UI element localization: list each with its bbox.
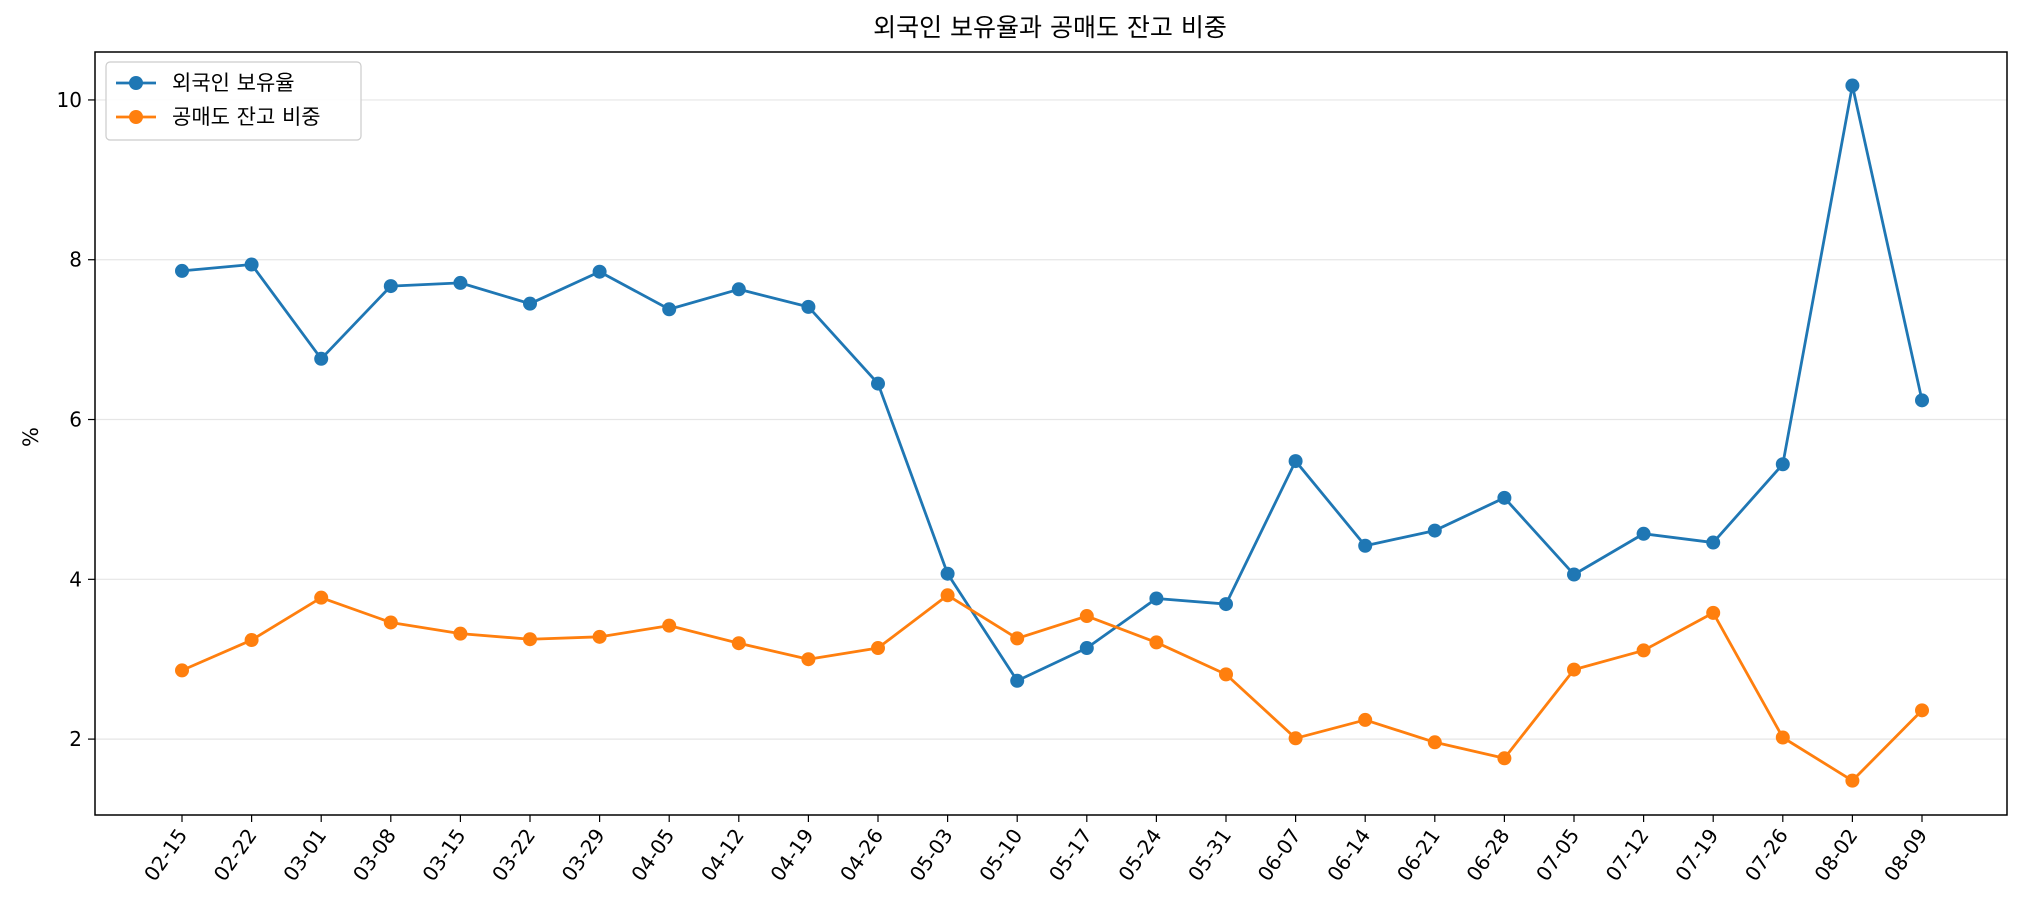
legend-box (105, 61, 362, 141)
data-point (453, 626, 468, 641)
data-point (1706, 535, 1721, 550)
data-point (523, 632, 537, 647)
data-point (175, 663, 189, 678)
data-point (1775, 730, 1790, 745)
legend-label: 공매도 잔고 비중 (172, 105, 321, 129)
data-point (801, 299, 816, 314)
data-point (1149, 591, 1164, 606)
data-point (871, 641, 885, 656)
legend-swatch-marker (129, 76, 143, 90)
data-point (940, 566, 955, 581)
data-point (1497, 751, 1512, 766)
data-point (1775, 457, 1790, 472)
data-point (592, 629, 607, 644)
data-point (1567, 662, 1581, 677)
y-tick-label: 4 (69, 567, 82, 591)
data-point (1845, 773, 1860, 788)
y-tick-label: 10 (57, 88, 82, 112)
y-axis: 2 4 6 8 10 (57, 88, 95, 751)
series-group (175, 78, 1929, 788)
data-point (1706, 605, 1721, 620)
data-point (1219, 597, 1233, 612)
data-point (1149, 635, 1164, 650)
data-point (1636, 526, 1651, 541)
data-point (1010, 673, 1025, 688)
data-point (662, 302, 677, 317)
y-tick-label: 8 (69, 248, 82, 272)
data-point (1288, 454, 1303, 469)
data-point (1010, 631, 1025, 646)
legend-label: 외국인 보유율 (172, 71, 295, 95)
data-point (1358, 538, 1373, 553)
chart-title: 외국인 보유율과 공매도 잔고 비중 (873, 13, 1227, 42)
series-1 (175, 78, 1929, 688)
data-point (1219, 667, 1233, 682)
plot-frame (94, 51, 2008, 816)
series-2 (175, 588, 1929, 788)
data-point (1915, 703, 1929, 718)
data-point (592, 264, 607, 279)
data-point (662, 618, 677, 633)
y-axis-label: % (19, 427, 43, 447)
data-point (1567, 567, 1581, 582)
legend-swatch-marker (129, 110, 143, 124)
series-line (181, 593, 1923, 783)
data-point (453, 275, 468, 290)
data-point (1845, 78, 1860, 93)
data-point (731, 282, 746, 297)
data-point (1427, 735, 1442, 750)
data-point (1915, 393, 1929, 408)
y-tick-label: 2 (69, 727, 82, 751)
legend-item: 외국인 보유율 (116, 71, 295, 95)
data-point (801, 652, 816, 667)
data-point (1079, 641, 1094, 656)
data-point (175, 263, 189, 278)
data-point (314, 590, 329, 605)
data-point (383, 615, 398, 630)
data-point (940, 588, 955, 603)
legend-item: 공매도 잔고 비중 (116, 105, 321, 129)
series-line (181, 84, 1924, 683)
data-point (383, 279, 398, 294)
data-point (1079, 609, 1094, 624)
data-point (314, 351, 329, 366)
data-point (1358, 712, 1373, 727)
grid-lines (95, 99, 2007, 740)
y-tick-label: 6 (69, 408, 82, 432)
data-point (1288, 731, 1303, 746)
data-point (1427, 523, 1442, 538)
data-point (731, 636, 746, 651)
data-point (871, 376, 885, 391)
data-point (244, 257, 259, 272)
data-point (244, 633, 259, 648)
data-point (1497, 490, 1512, 505)
data-point (523, 296, 537, 311)
data-point (1636, 643, 1651, 658)
